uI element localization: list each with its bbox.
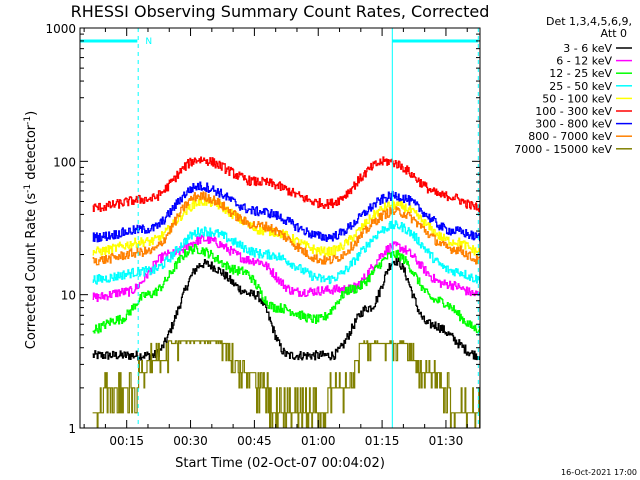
x-tick-label: 01:00 — [301, 434, 336, 448]
x-tick-label: 01:15 — [365, 434, 400, 448]
legend-entry-6: 100 - 300 keV — [535, 105, 612, 118]
legend-entry-5: 50 - 100 keV — [542, 92, 612, 105]
chart-title: RHESSI Observing Summary Count Rates, Co… — [71, 2, 490, 21]
series-line-2 — [92, 234, 480, 303]
y-tick-label: 10 — [61, 289, 76, 303]
series-line-9 — [92, 340, 480, 428]
legend-title-line1: Det 1,3,4,5,6,9, — [546, 15, 632, 28]
legend-entry-2: 6 - 12 keV — [556, 55, 612, 68]
plot-area — [80, 28, 480, 428]
legend-entry-3: 12 - 25 keV — [549, 67, 612, 80]
legend-entry-9: 7000 - 15000 keV — [514, 143, 612, 156]
y-axis: 1 10 100 1000 — [45, 22, 480, 436]
x-tick-label: 00:30 — [173, 434, 208, 448]
series-line-4 — [92, 220, 480, 285]
series-line-7 — [92, 181, 480, 243]
y-tick-label: 100 — [53, 155, 76, 169]
legend-title-line2: Att 0 — [601, 27, 627, 40]
legend-entry-8: 800 - 7000 keV — [528, 130, 612, 143]
legend-entry-4: 25 - 50 keV — [549, 80, 612, 93]
y-tick-label: 1 — [68, 422, 76, 436]
y-axis-label: Corrected Count Rate (s-1 detector-1) — [23, 111, 39, 349]
y-tick-label: 1000 — [45, 22, 76, 36]
x-axis-label: Start Time (02-Oct-07 00:04:02) — [175, 456, 385, 471]
night-bar-label: N — [145, 37, 152, 47]
footer-timestamp: 16-Oct-2021 17:00 — [561, 468, 637, 477]
x-tick-label: 00:15 — [109, 434, 144, 448]
series-line-5 — [92, 196, 480, 257]
legend-entry-1: 3 - 6 keV — [563, 42, 612, 55]
x-axis: 00:15 00:30 00:45 01:00 01:15 01:30 — [83, 28, 468, 448]
x-tick-label: 01:30 — [429, 434, 464, 448]
series-line-8 — [92, 191, 480, 266]
series-line-6 — [92, 156, 480, 213]
legend-entry-7: 300 - 800 keV — [535, 118, 612, 131]
x-tick-label: 00:45 — [237, 434, 272, 448]
series-line-3 — [92, 244, 480, 334]
plot-frame — [79, 27, 481, 429]
series-line-1 — [92, 256, 480, 361]
